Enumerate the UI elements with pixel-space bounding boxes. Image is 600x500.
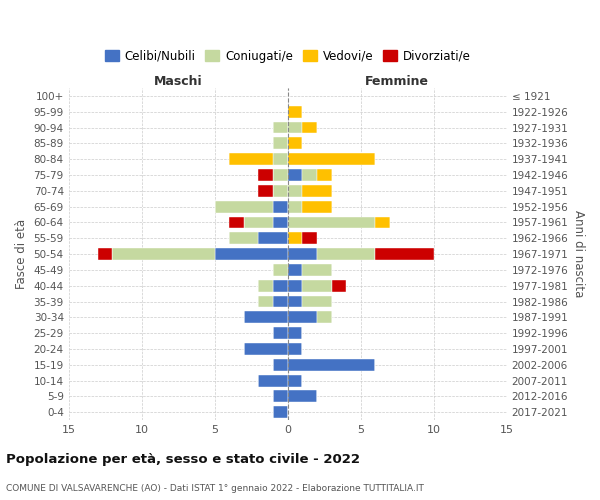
Bar [287, 264, 302, 276]
Text: Popolazione per età, sesso e stato civile - 2022: Popolazione per età, sesso e stato civil… [6, 452, 360, 466]
Bar [302, 169, 317, 181]
Bar [244, 312, 287, 324]
Bar [376, 216, 390, 228]
Bar [287, 343, 302, 355]
Bar [302, 296, 331, 308]
Bar [229, 216, 244, 228]
Bar [317, 248, 376, 260]
Bar [259, 169, 273, 181]
Bar [302, 232, 317, 244]
Bar [287, 185, 302, 196]
Bar [302, 200, 331, 212]
Bar [287, 200, 302, 212]
Bar [259, 296, 273, 308]
Bar [215, 248, 287, 260]
Bar [244, 216, 273, 228]
Bar [287, 106, 302, 118]
Bar [273, 359, 287, 370]
Bar [259, 185, 273, 196]
Legend: Celibi/Nubili, Coniugati/e, Vedovi/e, Divorziati/e: Celibi/Nubili, Coniugati/e, Vedovi/e, Di… [103, 48, 473, 65]
Bar [317, 169, 331, 181]
Bar [287, 327, 302, 339]
Text: COMUNE DI VALSAVARENCHE (AO) - Dati ISTAT 1° gennaio 2022 - Elaborazione TUTTITA: COMUNE DI VALSAVARENCHE (AO) - Dati ISTA… [6, 484, 424, 493]
Bar [273, 280, 287, 291]
Bar [244, 343, 287, 355]
Bar [215, 200, 273, 212]
Bar [287, 248, 317, 260]
Bar [273, 122, 287, 134]
Bar [287, 359, 376, 370]
Bar [273, 153, 287, 165]
Y-axis label: Fasce di età: Fasce di età [15, 219, 28, 289]
Bar [273, 216, 287, 228]
Bar [229, 153, 273, 165]
Bar [287, 153, 376, 165]
Bar [287, 312, 317, 324]
Bar [287, 122, 302, 134]
Bar [259, 374, 287, 386]
Bar [273, 138, 287, 149]
Bar [287, 169, 302, 181]
Y-axis label: Anni di nascita: Anni di nascita [572, 210, 585, 298]
Bar [287, 232, 302, 244]
Bar [302, 280, 331, 291]
Bar [302, 264, 331, 276]
Bar [273, 264, 287, 276]
Text: Maschi: Maschi [154, 75, 202, 88]
Bar [273, 169, 287, 181]
Bar [273, 406, 287, 418]
Bar [287, 216, 376, 228]
Text: Femmine: Femmine [365, 75, 429, 88]
Bar [287, 138, 302, 149]
Bar [98, 248, 112, 260]
Bar [273, 296, 287, 308]
Bar [273, 185, 287, 196]
Bar [287, 390, 317, 402]
Bar [273, 200, 287, 212]
Bar [273, 327, 287, 339]
Bar [287, 280, 302, 291]
Bar [302, 185, 331, 196]
Bar [112, 248, 215, 260]
Bar [259, 232, 287, 244]
Bar [273, 390, 287, 402]
Bar [317, 312, 331, 324]
Bar [287, 374, 302, 386]
Bar [287, 296, 302, 308]
Bar [302, 122, 317, 134]
Bar [331, 280, 346, 291]
Bar [229, 232, 259, 244]
Bar [376, 248, 434, 260]
Bar [259, 280, 273, 291]
